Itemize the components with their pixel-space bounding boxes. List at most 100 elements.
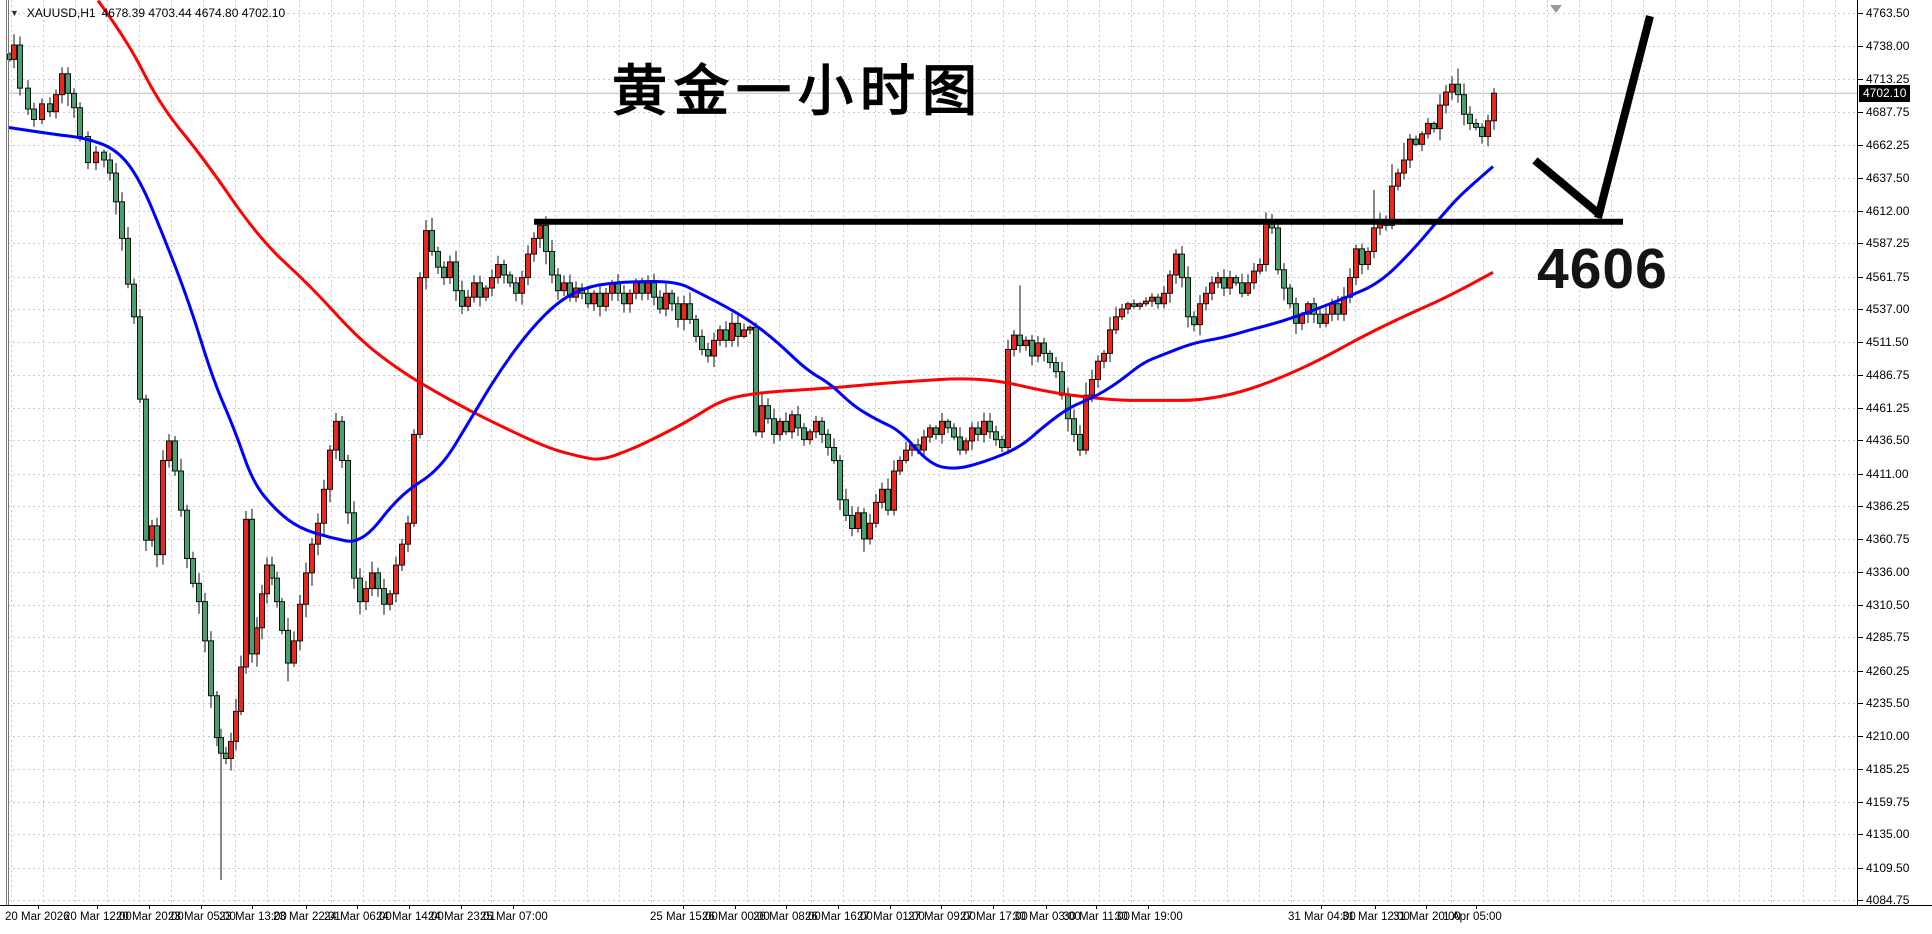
time-axis-label: 30 Mar 03:00 (1013, 911, 1081, 923)
price-axis-label: 4637.50 (1866, 170, 1910, 185)
price-axis-label: 4587.25 (1866, 236, 1910, 251)
time-tick (513, 905, 514, 909)
price-tick (1858, 309, 1863, 310)
time-tick (1148, 905, 1149, 909)
time-tick (1046, 905, 1047, 909)
time-tick (1426, 905, 1427, 909)
time-tick (97, 905, 98, 909)
price-axis-label: 4084.75 (1866, 892, 1910, 907)
ma-fast-line (7, 125, 1494, 543)
price-axis-label: 4260.25 (1866, 663, 1910, 678)
time-tick (461, 905, 462, 909)
candles-layer (7, 34, 1497, 880)
price-axis-label: 4561.75 (1866, 269, 1910, 284)
support-level-label[interactable]: 4606 (1537, 237, 1668, 301)
price-tick (1858, 802, 1863, 803)
time-axis-label: 26 Mar 16:00 (805, 911, 873, 923)
symbol-header: ▼ XAUUSD,H1 4678.39 4703.44 4674.80 4702… (10, 6, 285, 20)
chart-left-border (6, 0, 7, 905)
price-axis-label: 4285.75 (1866, 630, 1910, 645)
time-axis-label: 24 Mar 14:00 (376, 911, 444, 923)
price-axis-label: 4135.00 (1866, 827, 1910, 842)
price-axis-label: 4461.25 (1866, 400, 1910, 415)
price-axis-label: 4109.50 (1866, 860, 1910, 875)
price-axis-label: 4210.00 (1866, 729, 1910, 744)
time-axis-label: 23 Mar 13:00 (219, 911, 287, 923)
time-axis-label: 30 Mar 19:00 (1115, 911, 1183, 923)
time-axis-label: 31 Mar 12:00 (1342, 911, 1410, 923)
time-tick (1321, 905, 1322, 909)
price-tick (1858, 605, 1863, 606)
price-tick (1858, 572, 1863, 573)
price-tick (1858, 79, 1863, 80)
time-tick (1375, 905, 1376, 909)
time-tick (993, 905, 994, 909)
price-axis-label: 4386.25 (1866, 498, 1910, 513)
time-tick (1476, 905, 1477, 909)
time-axis-label: 20 Mar 20:00 (116, 911, 184, 923)
price-scale[interactable]: 4763.50 4738.00 4713.25 4687.75 4662.25 4637.… (1858, 0, 1932, 907)
time-axis-label: 26 Mar 00:00 (702, 911, 770, 923)
time-tick (252, 905, 253, 909)
time-axis-label: 20 Mar 12:00 (64, 911, 132, 923)
ma-slow-line (96, 0, 1494, 461)
price-axis-label: 4336.00 (1866, 564, 1910, 579)
time-tick (1096, 905, 1097, 909)
price-axis-label: 4763.50 (1866, 6, 1910, 20)
time-tick (306, 905, 307, 909)
time-tick (890, 905, 891, 909)
price-tick (1858, 506, 1863, 507)
time-axis-label: 27 Mar 01:00 (857, 911, 925, 923)
price-axis-label: 4612.00 (1866, 203, 1910, 218)
time-axis-label: 27 Mar 09:00 (908, 911, 976, 923)
time-axis-label: 25 Mar 15:00 (650, 911, 718, 923)
price-axis-label: 4159.75 (1866, 794, 1910, 809)
grid-layer (8, 0, 1857, 905)
time-tick (683, 905, 684, 909)
price-axis-label: 4687.75 (1866, 104, 1910, 119)
price-tick (1858, 900, 1863, 901)
time-axis-label: 27 Mar 17:00 (960, 911, 1028, 923)
price-tick (1858, 868, 1863, 869)
price-axis-label: 4511.50 (1866, 335, 1909, 350)
time-axis-label: 31 Mar 20:00 (1393, 911, 1461, 923)
chart-left-border-inner (8, 0, 9, 905)
price-tick (1858, 46, 1863, 47)
symbol-dropdown-icon[interactable]: ▼ (10, 8, 19, 18)
time-axis-label: 23 Mar 22:01 (273, 911, 341, 923)
time-axis-label: 26 Mar 08:00 (753, 911, 821, 923)
time-tick (38, 905, 39, 909)
price-axis-label: 4486.75 (1866, 367, 1910, 382)
time-tick (201, 905, 202, 909)
price-axis-label: 4738.00 (1866, 39, 1910, 54)
time-tick (838, 905, 839, 909)
price-axis-label: 4537.00 (1866, 301, 1910, 316)
price-axis-label: 4360.75 (1866, 532, 1910, 547)
chart-shift-marker-icon (1550, 5, 1562, 13)
price-axis-label: 4185.25 (1866, 761, 1910, 776)
price-tick (1858, 342, 1863, 343)
time-tick (786, 905, 787, 909)
price-tick (1858, 277, 1863, 278)
time-axis-label: 20 Mar 2026 (5, 911, 70, 923)
price-tick (1858, 440, 1863, 441)
price-tick (1858, 178, 1863, 179)
time-axis-label: 24 Mar 23:01 (428, 911, 496, 923)
symbol-period-label: XAUUSD,H1 (26, 6, 96, 20)
price-tick (1858, 539, 1863, 540)
time-tick (409, 905, 410, 909)
price-tick (1858, 243, 1863, 244)
chart-title-annotation[interactable]: 黄金一小时图 (612, 60, 985, 122)
price-axis-label: 4713.25 (1866, 71, 1910, 86)
time-tick (149, 905, 150, 909)
price-tick (1858, 375, 1863, 376)
breakout-arrow[interactable] (1532, 15, 1654, 219)
price-axis-label: 4436.50 (1866, 433, 1910, 448)
time-axis-label: 1 Apr 05:00 (1443, 911, 1502, 923)
time-scale[interactable]: 20 Mar 2026 20 Mar 12:00 20 Mar 20:00 23 Ma… (0, 905, 1932, 934)
time-axis-label: 25 Mar 07:00 (480, 911, 548, 923)
time-tick (357, 905, 358, 909)
price-tick (1858, 769, 1863, 770)
